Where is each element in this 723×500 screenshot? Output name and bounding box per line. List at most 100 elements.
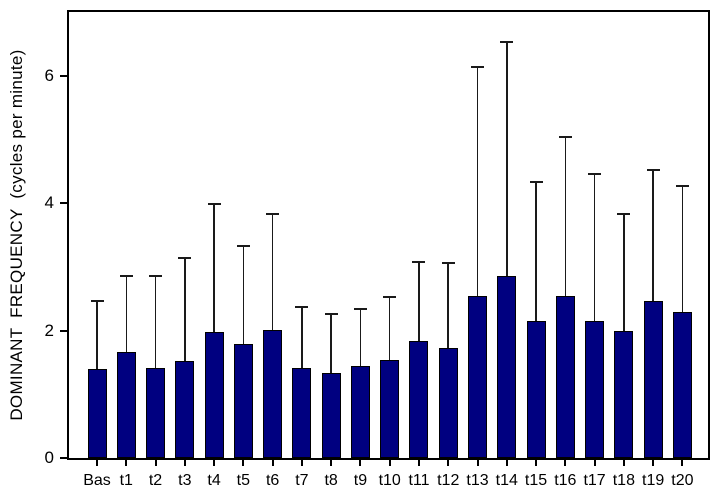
x-tick-label: t12	[437, 472, 460, 489]
x-tick	[242, 460, 245, 466]
error-bar-cap	[412, 261, 426, 264]
x-tick-label: t6	[265, 472, 280, 489]
y-tick	[60, 74, 67, 77]
x-tick	[125, 460, 128, 466]
error-bar-stem	[535, 181, 537, 322]
error-bar-cap	[441, 262, 455, 265]
y-tick-label: 6	[44, 65, 54, 85]
bar	[468, 295, 487, 458]
error-bar-cap	[353, 307, 367, 310]
error-bar-cap	[207, 203, 221, 206]
y-tick-label: 4	[44, 193, 54, 213]
x-tick	[271, 460, 274, 466]
x-tick-label: t16	[554, 472, 577, 489]
x-tick	[535, 460, 538, 466]
x-tick-label: t1	[119, 472, 133, 489]
bar	[350, 366, 370, 458]
error-bar-stem	[476, 66, 479, 296]
error-bar-cap	[617, 213, 631, 216]
error-bar-stem	[418, 261, 420, 341]
error-bar-cap	[178, 257, 192, 260]
error-bar-cap	[90, 300, 104, 302]
error-bar-cap	[646, 169, 660, 172]
x-tick-label: t18	[612, 472, 635, 489]
bar	[175, 361, 195, 458]
bar	[146, 367, 166, 458]
error-bar-stem	[213, 203, 215, 332]
bar	[321, 373, 341, 458]
error-bar-cap	[324, 313, 338, 316]
error-bar-cap	[675, 184, 689, 187]
bar	[555, 296, 575, 458]
x-tick	[417, 460, 420, 466]
bar	[233, 343, 253, 458]
x-tick-label: t11	[408, 472, 430, 489]
error-bar-stem	[388, 295, 391, 360]
y-tick	[60, 202, 67, 205]
x-tick	[154, 460, 157, 466]
plot-area	[67, 10, 710, 460]
error-bar-cap	[383, 295, 397, 298]
error-bar-stem	[242, 244, 245, 344]
error-bar-stem	[96, 300, 98, 369]
error-bar-stem	[184, 257, 186, 362]
error-bar-cap	[149, 275, 163, 278]
x-tick-label: t3	[178, 472, 192, 489]
error-bar-stem	[330, 313, 332, 374]
bar	[614, 330, 634, 458]
x-tick-label: t15	[524, 472, 548, 489]
error-bar-stem	[593, 173, 596, 322]
bar	[526, 321, 546, 458]
x-tick	[593, 460, 596, 466]
x-tick	[388, 460, 391, 466]
error-bar-cap	[500, 40, 514, 43]
error-bar-stem	[271, 212, 274, 330]
y-tick	[60, 329, 67, 332]
x-tick	[213, 460, 216, 466]
x-tick	[622, 460, 625, 466]
error-bar-cap	[236, 244, 250, 247]
x-tick	[681, 460, 684, 466]
error-bar-cap	[266, 212, 280, 215]
error-bar-cap	[119, 275, 133, 278]
bar	[438, 347, 458, 458]
bar	[204, 331, 224, 458]
error-bar-cap	[588, 173, 602, 176]
bar	[585, 321, 605, 458]
bar	[292, 367, 312, 458]
error-bar-cap	[529, 181, 543, 184]
x-tick-label: Bas	[83, 472, 111, 489]
error-bar-stem	[652, 169, 654, 302]
y-tick	[60, 457, 67, 459]
bar	[116, 351, 136, 458]
bar	[672, 312, 692, 458]
error-bar-stem	[623, 213, 625, 331]
x-tick	[359, 460, 362, 466]
x-tick-label: t20	[671, 472, 694, 489]
error-bar-stem	[154, 275, 157, 368]
x-tick-label: t17	[583, 472, 606, 489]
y-tick-label: 2	[44, 320, 54, 340]
x-tick	[505, 460, 508, 466]
bar	[87, 368, 107, 458]
x-tick	[300, 460, 303, 466]
x-tick	[447, 460, 450, 466]
x-tick-label: t8	[324, 472, 338, 489]
x-tick	[476, 460, 479, 466]
bar	[497, 275, 517, 458]
bar	[643, 301, 663, 458]
x-tick-label: t19	[642, 472, 665, 489]
x-tick	[183, 460, 186, 466]
x-tick-label: t5	[236, 472, 251, 489]
x-tick-label: t10	[378, 472, 401, 489]
x-tick-label: t13	[466, 472, 489, 489]
x-tick-label: t2	[148, 472, 163, 489]
error-bar-cap	[471, 66, 484, 69]
bar	[409, 340, 429, 458]
x-tick	[652, 460, 655, 466]
error-bar-stem	[447, 262, 449, 348]
x-tick-label: t9	[353, 472, 368, 489]
error-bar-stem	[301, 306, 303, 368]
x-tick	[564, 460, 567, 466]
